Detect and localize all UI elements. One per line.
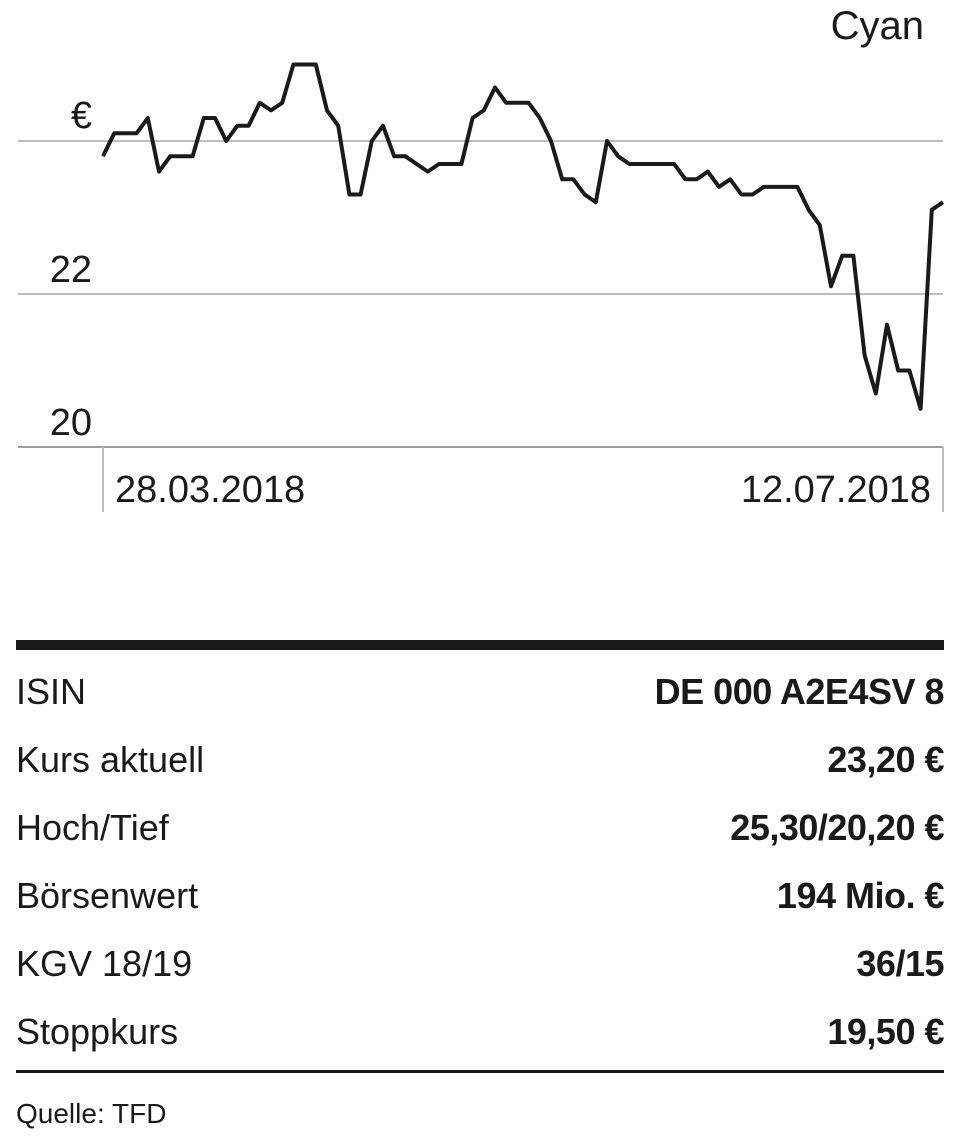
x-label-end: 12.07.2018	[741, 469, 931, 511]
row-label: Stoppkurs	[16, 1011, 179, 1052]
y-tick-label: 22	[50, 249, 92, 291]
row-value: 19,50 €	[827, 1011, 944, 1052]
table-row: Kurs aktuell 23,20 €	[16, 726, 944, 794]
row-label: Kurs aktuell	[16, 739, 205, 780]
y-tick-label: 20	[50, 402, 92, 444]
row-label: Börsenwert	[16, 875, 199, 916]
table-row: ISIN DE 000 A2E4SV 8	[16, 658, 945, 726]
source-note: Quelle: TFD	[16, 1098, 167, 1129]
row-label: KGV 18/19	[16, 943, 193, 984]
table-row: KGV 18/19 36/15	[16, 930, 944, 998]
row-label: ISIN	[16, 671, 87, 712]
stock-info-table: ISIN DE 000 A2E4SV 8 Kurs aktuell 23,20 € Ho…	[16, 640, 945, 1073]
table-top-rule	[16, 640, 944, 650]
y-axis-unit: €	[71, 95, 92, 137]
series-line	[101, 62, 945, 411]
row-value: 25,30/20,20 €	[730, 807, 944, 848]
chart-grid	[18, 140, 943, 448]
table-row: Hoch/Tief 25,30/20,20 €	[16, 794, 944, 862]
table-rows: ISIN DE 000 A2E4SV 8 Kurs aktuell 23,20 € Ho…	[16, 658, 945, 1066]
table-bottom-rule	[16, 1070, 944, 1073]
x-label-start: 28.03.2018	[115, 469, 305, 511]
row-value: 36/15	[856, 943, 944, 984]
row-label: Hoch/Tief	[16, 807, 169, 848]
table-row: Stoppkurs 19,50 €	[16, 998, 944, 1066]
chart-title: Cyan	[830, 4, 924, 48]
table-row: Börsenwert 194 Mio. €	[16, 862, 945, 930]
row-value: 23,20 €	[827, 739, 944, 780]
row-value: DE 000 A2E4SV 8	[654, 671, 945, 712]
row-value: 194 Mio. €	[776, 875, 945, 916]
